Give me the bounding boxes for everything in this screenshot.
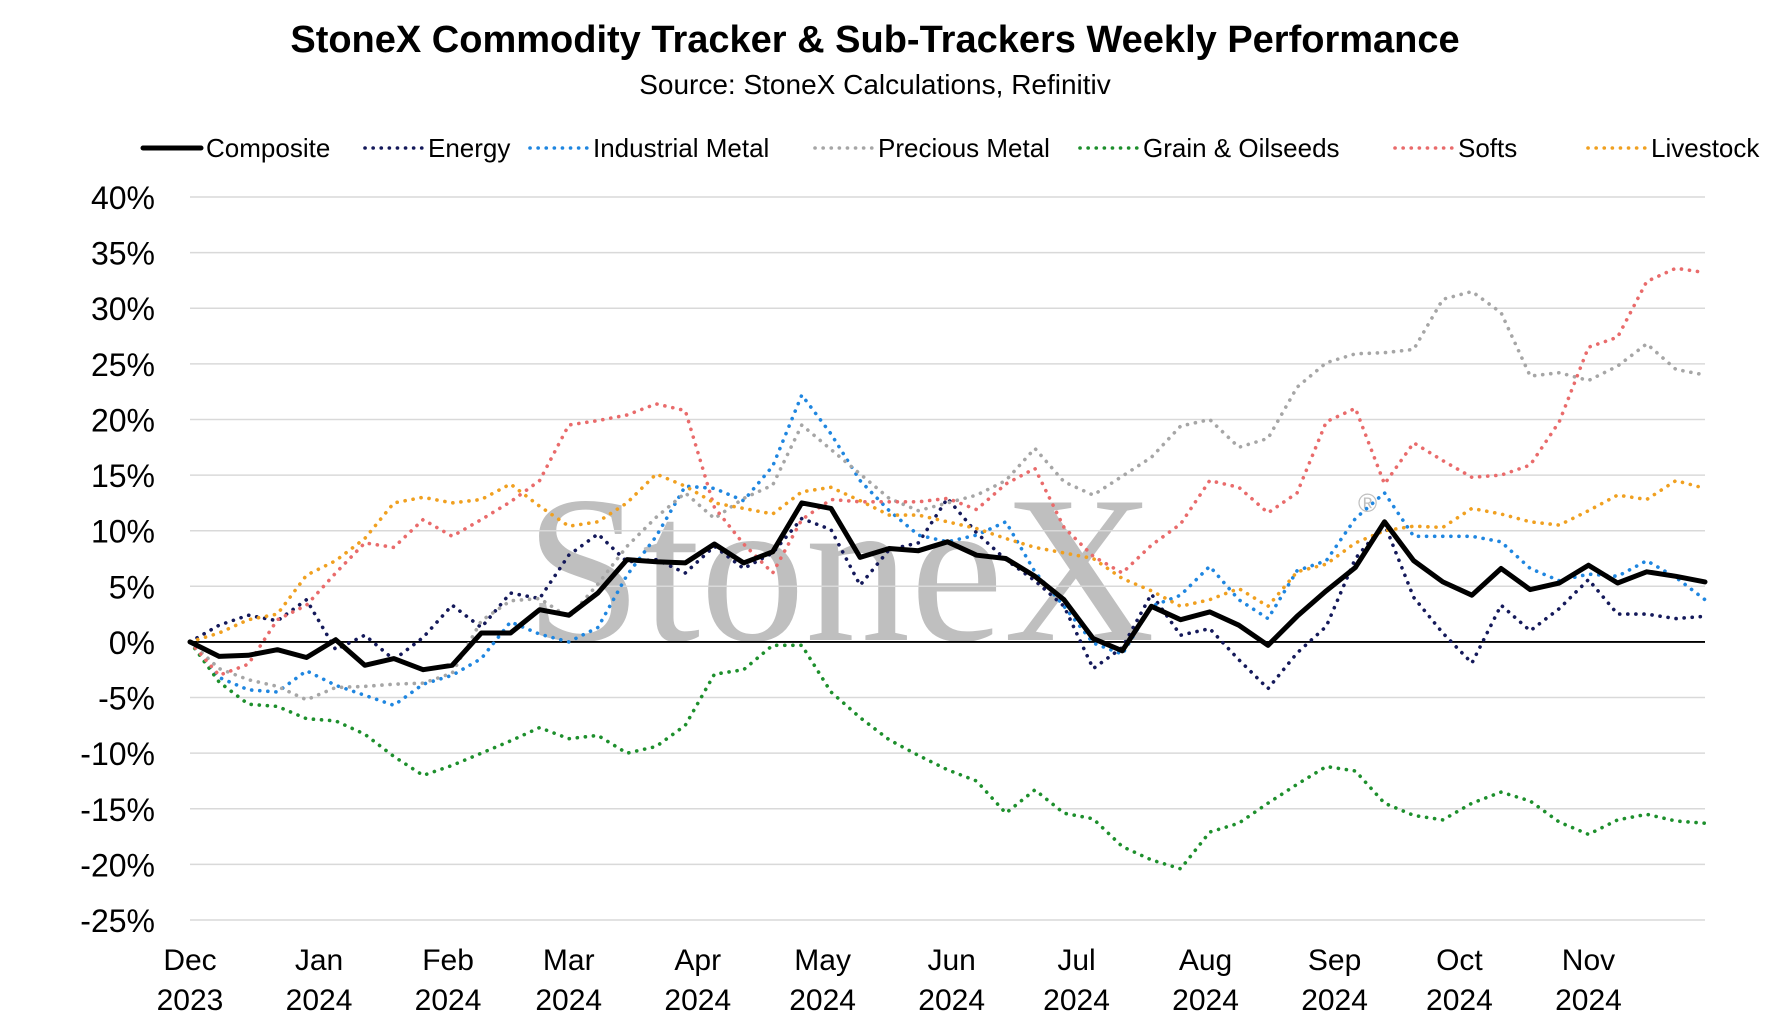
x-tick-year: 2023 bbox=[157, 984, 224, 1017]
y-tick-label: -10% bbox=[80, 736, 155, 772]
legend-label: Livestock bbox=[1651, 133, 1760, 163]
y-tick-label: 35% bbox=[91, 236, 155, 272]
x-tick-month: Feb bbox=[422, 944, 474, 977]
y-tick-label: -5% bbox=[98, 681, 155, 717]
x-tick-month: Jan bbox=[295, 944, 343, 977]
y-tick-label: 15% bbox=[91, 458, 155, 494]
legend: Composite Energy Industrial Metal Precious … bbox=[140, 133, 1760, 163]
legend-label: Precious Metal bbox=[878, 133, 1050, 163]
watermark-registered-mark: ® bbox=[1358, 488, 1377, 518]
x-tick-month: Mar bbox=[543, 944, 595, 977]
series-line-energy bbox=[188, 496, 1707, 691]
x-axis: Dec 2023 Jan 2024 Feb 2024 Mar 2024 Apr 2024 May 20… bbox=[157, 944, 1622, 1017]
chart-subtitle: Source: StoneX Calculations, Refinitiv bbox=[639, 69, 1111, 100]
series-line-grain-oilseeds bbox=[188, 640, 1707, 871]
x-tick-month: Sep bbox=[1308, 944, 1361, 977]
x-tick-year: 2024 bbox=[415, 984, 482, 1017]
legend-label: Composite bbox=[206, 133, 330, 163]
y-axis: 40% 35% 30% 25% 20% 15% 10% 5% 0% -5% -10% -15% -20%… bbox=[80, 180, 155, 939]
y-tick-label: 40% bbox=[91, 180, 155, 216]
y-tick-label: 25% bbox=[91, 347, 155, 383]
series-line-precious-metal bbox=[188, 289, 1707, 702]
y-tick-label: -25% bbox=[80, 903, 155, 939]
y-tick-label: 10% bbox=[91, 514, 155, 550]
x-tick-year: 2024 bbox=[1172, 984, 1239, 1017]
y-tick-label: 5% bbox=[109, 569, 155, 605]
y-tick-label: 20% bbox=[91, 402, 155, 438]
series-lines bbox=[187, 266, 1708, 871]
legend-label: Softs bbox=[1458, 133, 1517, 163]
stonex-watermark: StoneX ® bbox=[525, 454, 1377, 686]
x-tick-year: 2024 bbox=[664, 984, 731, 1017]
legend-label: Grain & Oilseeds bbox=[1143, 133, 1340, 163]
x-tick-year: 2024 bbox=[1301, 984, 1368, 1017]
x-tick-year: 2024 bbox=[286, 984, 353, 1017]
series-line-industrial-metal bbox=[188, 393, 1707, 708]
legend-label: Industrial Metal bbox=[593, 133, 769, 163]
legend-label: Energy bbox=[428, 133, 510, 163]
x-tick-month: Dec bbox=[163, 944, 216, 977]
x-tick-month: Jul bbox=[1057, 944, 1095, 977]
y-tick-label: 30% bbox=[91, 291, 155, 327]
x-tick-month: Oct bbox=[1436, 944, 1483, 977]
series-line-composite bbox=[187, 500, 1708, 673]
y-tick-label: -20% bbox=[80, 847, 155, 883]
y-tick-label: 0% bbox=[109, 625, 155, 661]
x-tick-month: Jun bbox=[927, 944, 975, 977]
x-tick-year: 2024 bbox=[1555, 984, 1622, 1017]
series-line-softs bbox=[188, 266, 1707, 678]
x-tick-month: Apr bbox=[674, 944, 721, 977]
x-tick-year: 2024 bbox=[1426, 984, 1493, 1017]
x-tick-year: 2024 bbox=[535, 984, 602, 1017]
y-tick-label: -15% bbox=[80, 792, 155, 828]
x-tick-year: 2024 bbox=[918, 984, 985, 1017]
x-tick-year: 2024 bbox=[789, 984, 856, 1017]
x-tick-month: May bbox=[794, 944, 851, 977]
chart-title: StoneX Commodity Tracker & Sub-Trackers … bbox=[290, 19, 1459, 61]
x-tick-month: Aug bbox=[1179, 944, 1232, 977]
x-tick-year: 2024 bbox=[1043, 984, 1110, 1017]
x-tick-month: Nov bbox=[1562, 944, 1615, 977]
